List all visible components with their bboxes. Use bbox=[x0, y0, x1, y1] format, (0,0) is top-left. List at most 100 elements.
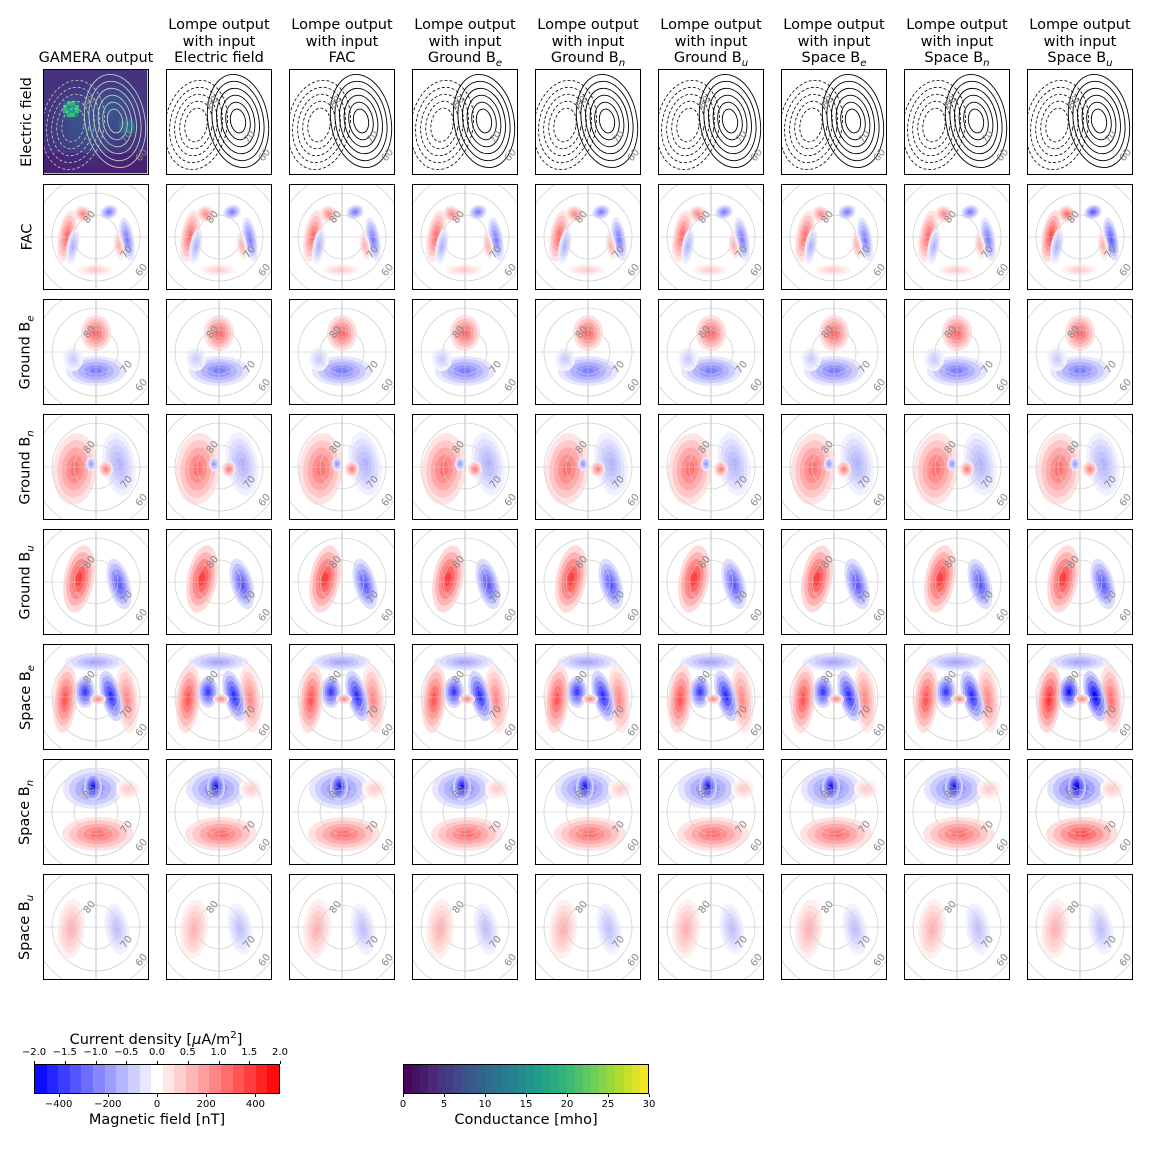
conductance-cell bbox=[67, 153, 72, 158]
conductance-cell bbox=[87, 153, 92, 158]
conductance-cell bbox=[103, 109, 108, 114]
conductance-cell bbox=[67, 93, 72, 98]
map-panel: 80 70 60 bbox=[904, 529, 1010, 635]
field-contour bbox=[828, 462, 830, 466]
conductance-cell bbox=[75, 121, 80, 126]
latitude-label: 60 bbox=[257, 952, 271, 969]
field-contour bbox=[193, 461, 203, 477]
field-contour bbox=[71, 242, 75, 250]
conductance-cell bbox=[119, 101, 124, 106]
colorbar-top-tick: −1.0 bbox=[83, 1047, 108, 1058]
conductance-cell bbox=[107, 117, 112, 122]
colorbar-segment bbox=[127, 1065, 141, 1093]
latitude-label: 60 bbox=[380, 722, 394, 739]
conductance-cell bbox=[111, 101, 116, 106]
latitude-label: 60 bbox=[749, 262, 763, 279]
field-contour bbox=[711, 698, 715, 700]
conductance-cell bbox=[139, 85, 144, 90]
conductance-cell bbox=[91, 97, 96, 102]
field-contour bbox=[952, 268, 960, 272]
conductance-cell bbox=[55, 81, 60, 86]
conductance-cell bbox=[143, 169, 148, 174]
conductance-cell bbox=[55, 137, 60, 142]
conductance-cell bbox=[47, 145, 52, 150]
conductance-cell bbox=[79, 73, 84, 78]
conductance-cell bbox=[95, 101, 100, 106]
field-contour bbox=[740, 787, 746, 791]
conductance-cell bbox=[91, 85, 96, 90]
conductance-cell bbox=[91, 169, 96, 174]
colorbar-top-label: Current density [μA/m2] bbox=[69, 1030, 243, 1048]
field-contour bbox=[327, 212, 331, 216]
conductance-cell bbox=[103, 101, 108, 106]
conductance-cell bbox=[67, 70, 72, 74]
latitude-label: 60 bbox=[257, 147, 271, 164]
conductance-cell bbox=[135, 169, 140, 174]
colorbar-bottom-tick: −400 bbox=[44, 1099, 73, 1110]
conductance-cell bbox=[44, 117, 48, 122]
field-contour bbox=[336, 462, 338, 466]
conductance-cell bbox=[83, 165, 88, 170]
conductance-cell bbox=[67, 157, 72, 162]
conductance-cell bbox=[143, 105, 148, 110]
conductance-cell bbox=[143, 153, 148, 158]
conductance-cell bbox=[107, 121, 112, 126]
conductance-cell bbox=[87, 97, 92, 102]
field-contour bbox=[1065, 212, 1069, 216]
potential-contour-negative bbox=[46, 86, 100, 164]
conductance-cell bbox=[111, 105, 116, 110]
conductance-cell bbox=[131, 117, 136, 122]
conductance-cell bbox=[47, 133, 52, 138]
conductance-cell bbox=[115, 137, 120, 142]
potential-contour-positive bbox=[1072, 80, 1126, 162]
conductance-cell bbox=[91, 77, 96, 82]
field-contour bbox=[677, 692, 683, 706]
latitude-label: 60 bbox=[503, 952, 517, 969]
field-contour bbox=[599, 210, 603, 214]
conductance-cell bbox=[123, 133, 128, 138]
conductance-cell bbox=[131, 113, 136, 118]
conductance-cell bbox=[55, 117, 60, 122]
conductance-cell bbox=[139, 113, 144, 118]
conductance-cell bbox=[75, 169, 80, 174]
field-contour bbox=[1092, 690, 1098, 702]
colorbar-segment bbox=[485, 1065, 495, 1093]
conductance-cell bbox=[119, 85, 124, 90]
map-panel: 80 70 60 bbox=[289, 184, 395, 290]
field-contour bbox=[185, 692, 191, 706]
conductance-cell bbox=[139, 133, 144, 138]
field-contour bbox=[863, 787, 869, 791]
latitude-label: 60 bbox=[1118, 952, 1132, 969]
field-contour bbox=[214, 268, 222, 272]
conductance-cell bbox=[59, 133, 64, 138]
conductance-cell bbox=[83, 73, 88, 78]
conductance-cell bbox=[71, 137, 76, 142]
conductance-cell bbox=[95, 165, 100, 170]
map-panel: 80 70 60 bbox=[1027, 414, 1133, 520]
map-panel: 80 70 60 bbox=[412, 69, 518, 175]
colorbar-segment bbox=[244, 1065, 257, 1093]
latitude-label: 60 bbox=[872, 147, 886, 164]
conductance-cell bbox=[119, 145, 124, 150]
conductance-cell bbox=[51, 121, 56, 126]
colorbar-bottom-tick: 0 bbox=[153, 1099, 161, 1110]
tick-mark bbox=[218, 1061, 220, 1064]
potential-contour-positive bbox=[102, 101, 128, 141]
field-contour bbox=[845, 210, 849, 214]
map-panel: 80 70 60 bbox=[781, 414, 887, 520]
conductance-cell bbox=[63, 141, 68, 146]
conductance-cell bbox=[103, 85, 108, 90]
conductance-cell bbox=[119, 70, 124, 74]
conductance-cell bbox=[47, 89, 52, 94]
